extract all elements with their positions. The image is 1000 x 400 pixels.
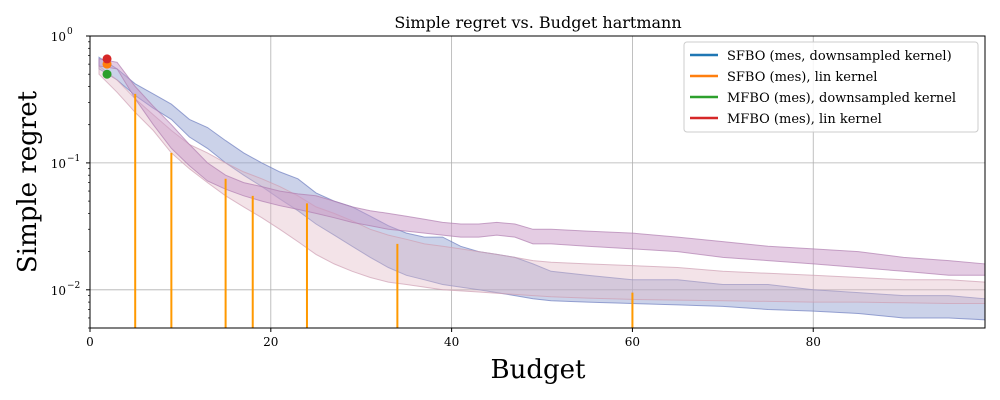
legend-label: MFBO (mes), lin kernel xyxy=(727,112,882,127)
x-tick-label: 60 xyxy=(625,335,640,349)
x-tick-label: 20 xyxy=(263,335,278,349)
x-tick-label: 0 xyxy=(86,335,94,349)
start-point xyxy=(102,69,112,79)
x-tick-label: 80 xyxy=(806,335,821,349)
y-tick-label: 10 xyxy=(51,30,66,44)
y-tick-exponent: 0 xyxy=(67,27,73,37)
legend: SFBO (mes, downsampled kernel) SFBO (mes)… xyxy=(683,41,979,133)
legend-box xyxy=(683,41,979,133)
start-points xyxy=(102,54,112,79)
orange-stems xyxy=(134,93,634,328)
legend-label: SFBO (mes, downsampled kernel) xyxy=(727,49,952,64)
x-axis-label: Budget xyxy=(491,355,587,385)
x-axis-ticks: 0 20 40 60 80 xyxy=(86,328,821,349)
plot-frame xyxy=(89,35,986,329)
x-tick-label: 40 xyxy=(444,335,459,349)
start-point xyxy=(102,54,112,64)
y-tick-label: 10 xyxy=(51,157,66,171)
y-tick-label: 10 xyxy=(51,284,66,298)
plot-area xyxy=(89,35,986,329)
chart-title: Simple regret vs. Budget hartmann xyxy=(394,13,681,32)
legend-label: MFBO (mes), downsampled kernel xyxy=(727,91,956,106)
y-tick-exponent: −1 xyxy=(67,154,80,164)
y-axis-label: Simple regret xyxy=(13,90,43,273)
y-tick-exponent: −2 xyxy=(67,281,80,291)
legend-label: SFBO (mes), lin kernel xyxy=(727,70,877,85)
